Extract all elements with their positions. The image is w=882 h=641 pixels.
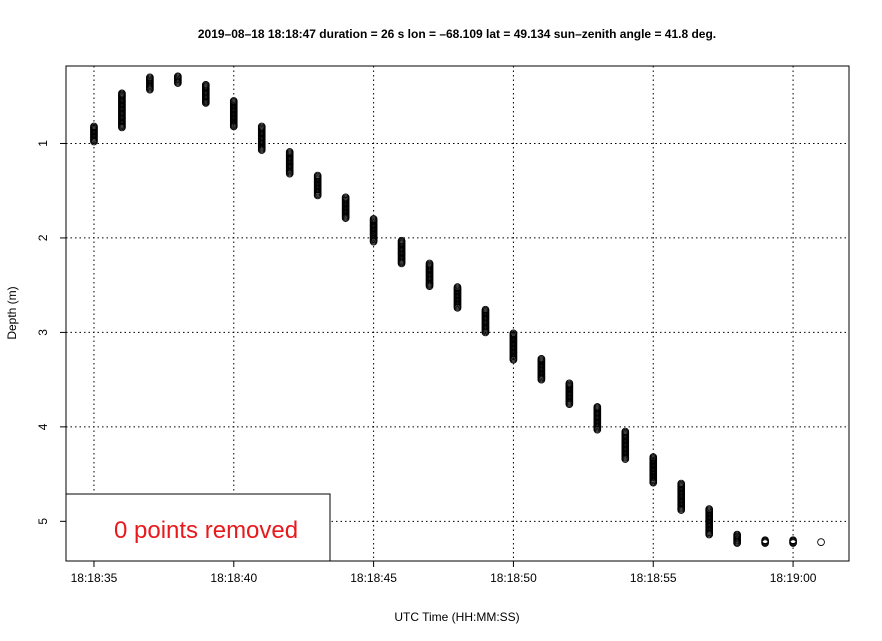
data-point	[229, 122, 238, 131]
legend-box: 0 points removed	[65, 493, 331, 562]
legend-frame	[65, 493, 331, 562]
data-point	[481, 328, 490, 337]
y-tick-label: 1	[36, 140, 50, 147]
data-point	[537, 375, 546, 384]
data-point	[649, 478, 658, 487]
data-point	[509, 355, 518, 364]
x-tick-label: 18:18:45	[350, 571, 397, 585]
data-point	[285, 169, 294, 178]
data-point	[677, 506, 686, 514]
data-point	[174, 79, 182, 87]
data-point	[705, 530, 714, 539]
x-tick-label: 18:18:55	[630, 571, 677, 585]
x-tick-label: 18:18:35	[71, 571, 118, 585]
y-tick-label: 3	[36, 329, 50, 336]
data-points	[90, 72, 825, 547]
data-point	[621, 455, 630, 463]
data-point	[313, 191, 322, 200]
x-axis-label: UTC Time (HH:MM:SS)	[394, 610, 519, 624]
data-point	[146, 85, 154, 94]
data-point	[425, 282, 434, 290]
data-point	[257, 146, 266, 154]
data-point	[369, 237, 378, 246]
grid-lines	[66, 66, 849, 561]
plot-frame	[65, 65, 850, 562]
y-tick-label: 4	[36, 423, 50, 430]
data-point	[593, 425, 602, 434]
y-axis-label: Depth (m)	[5, 286, 19, 339]
data-point	[118, 123, 126, 132]
legend-text: 0 points removed	[114, 517, 298, 544]
data-point	[789, 539, 797, 547]
data-point	[761, 539, 769, 547]
data-point	[341, 214, 350, 222]
data-point	[397, 259, 406, 268]
x-tick-label: 18:18:40	[210, 571, 257, 585]
x-tick-label: 18:18:50	[490, 571, 537, 585]
y-tick-label: 5	[36, 518, 50, 525]
data-point	[90, 137, 98, 146]
data-point	[453, 303, 462, 312]
data-point	[565, 400, 574, 409]
chart-title: 2019–08–18 18:18:47 duration = 26 s lon …	[198, 27, 716, 41]
y-axis: 1 2 3 4 5	[36, 140, 66, 525]
data-point	[733, 539, 741, 547]
y-tick-label: 2	[36, 234, 50, 241]
x-tick-label: 18:19:00	[770, 571, 817, 585]
x-axis: 18:18:35 18:18:40 18:18:45 18:18:50 18:18:55…	[71, 561, 817, 585]
data-point	[201, 98, 210, 107]
data-point	[817, 538, 825, 546]
